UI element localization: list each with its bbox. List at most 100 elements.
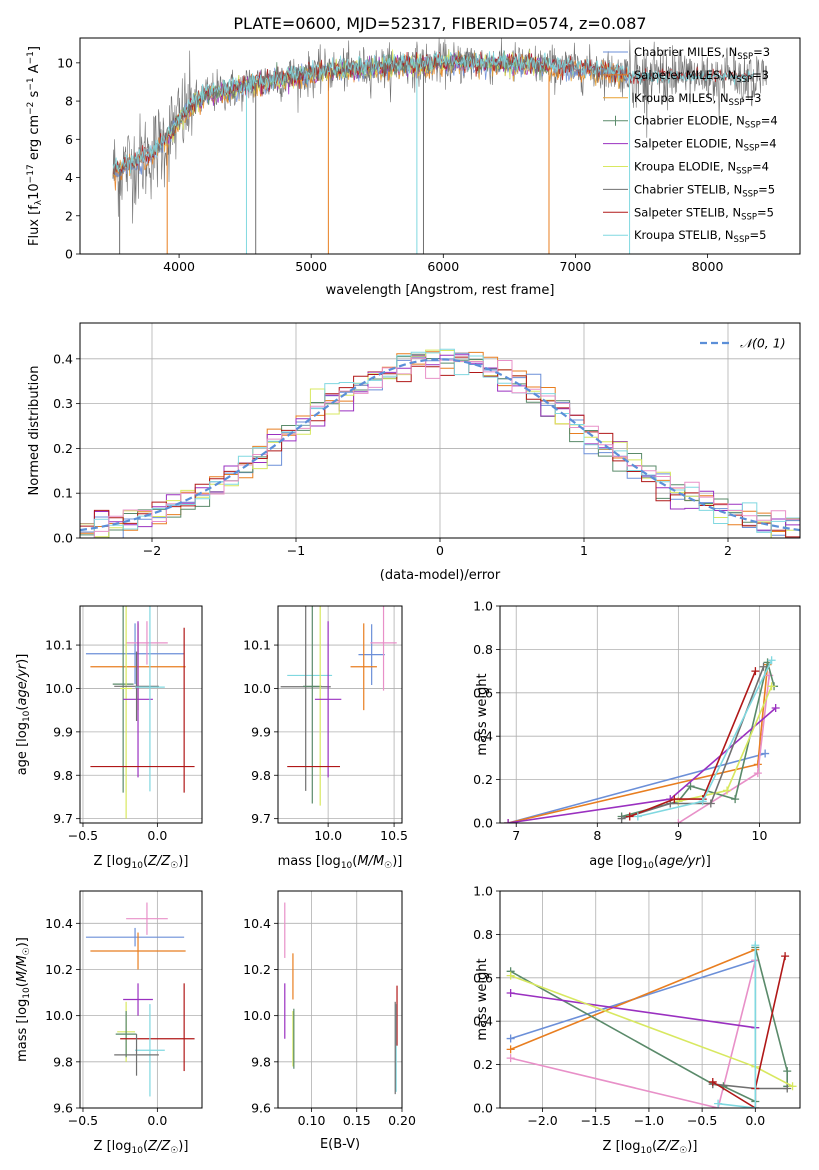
- data-point: [126, 621, 168, 665]
- legend-label-sub: SSP: [741, 212, 757, 222]
- label-part: ☉: [170, 1146, 178, 1156]
- x-tick-label: 7000: [560, 259, 592, 274]
- data-point: [358, 624, 385, 685]
- y-axis-label: mass [log10(M/M☉)]: [15, 937, 32, 1062]
- weight-marker: [506, 988, 515, 997]
- y-tick-label: 0.8: [473, 642, 493, 657]
- legend-label-sub: SSP: [734, 235, 750, 245]
- weight-marker: [625, 812, 634, 821]
- weight-marker: [751, 667, 760, 676]
- data-point: [126, 902, 168, 935]
- y-tick-label: 9.7: [53, 811, 73, 826]
- label-part: Flux [f: [27, 205, 42, 246]
- x-tick-label: 0.0: [147, 1113, 167, 1128]
- label-part: λ: [34, 199, 44, 205]
- y-tick-label: 6: [65, 132, 73, 147]
- y-tick-label: 9.6: [53, 1101, 73, 1116]
- weight-marker: [731, 795, 740, 804]
- weight-marker: [771, 703, 780, 712]
- plot-area-z-age: [85, 606, 195, 819]
- x-tick-label: −1: [287, 543, 305, 558]
- label-part: 10: [131, 861, 143, 871]
- y-tick-label: 9.8: [53, 768, 73, 783]
- normal-curve: [80, 358, 800, 532]
- label-part: age/yr: [659, 854, 702, 869]
- weight-marker: [670, 795, 679, 804]
- legend-label-n: =5: [758, 182, 775, 196]
- y-tick-label: 10.1: [45, 638, 73, 653]
- data-point: [135, 606, 165, 792]
- legend-label-n: =5: [749, 228, 766, 242]
- y-tick-label: 1.0: [473, 599, 493, 614]
- y-tick-label: 9.9: [53, 724, 73, 739]
- weight-marker: [714, 1099, 723, 1108]
- histogram-pink: [80, 357, 800, 538]
- data-point: [85, 927, 185, 947]
- panel-z-weight: −2.0 −1.5 −1.0 −0.5 0.0 0.0 0.2 0.4 0.6 0.8 1.0 Z […: [473, 884, 801, 1156]
- x-tick-label: 7: [512, 828, 520, 843]
- label-part: (: [143, 1139, 148, 1154]
- x-tick-label: 4000: [163, 259, 195, 274]
- label-part: )]: [392, 854, 402, 869]
- y-tick-label: 10.4: [243, 916, 271, 931]
- x-axis-label: mass [log10(M/M☉)]: [278, 854, 403, 871]
- data-point: [112, 606, 134, 793]
- label-part: age/yr: [15, 662, 30, 705]
- data-point: [370, 606, 397, 691]
- y-tick-label: 4: [65, 170, 73, 185]
- weight-line-salpeter-miles: [510, 948, 756, 1051]
- legend-label-base: Kroupa STELIB, N: [634, 228, 734, 242]
- label-part: −1: [26, 51, 36, 64]
- legend-label-n: =5: [757, 205, 774, 219]
- figure-title: PLATE=0600, MJD=52317, FIBERID=0574, z=0…: [233, 14, 646, 33]
- legend-label: Salpeter ELODIE, NSSP=4: [634, 137, 777, 154]
- legend-label-base: Salpeter MILES, N: [634, 68, 736, 82]
- weight-marker: [783, 1084, 792, 1093]
- weight-marker: [706, 799, 715, 808]
- weight-marker: [751, 1104, 760, 1108]
- legend-label-n: =3: [744, 91, 761, 105]
- label-part: −1: [26, 77, 36, 90]
- weight-marker: [723, 786, 732, 795]
- legend-label-sub: SSP: [736, 75, 752, 85]
- model-spectrum-kroupa-stelib: [112, 50, 754, 174]
- label-part: M/M: [357, 854, 384, 869]
- legend-label-base: Kroupa ELODIE, N: [634, 160, 736, 174]
- x-axis-label: Z [log10(Z/Z☉)]: [94, 854, 189, 871]
- data-point: [314, 621, 342, 778]
- legend-label: Chabrier MILES, NSSP=3: [634, 45, 770, 62]
- frame: 7 8 9 10 0.0 0.2 0.4 0.6 0.8 1.0: [473, 599, 801, 843]
- legend-label: Kroupa STELIB, NSSP=5: [634, 228, 766, 245]
- label-part: (: [15, 706, 30, 711]
- y-tick-label: 0.6: [473, 970, 493, 985]
- frame: −0.5 0.0 9.6 9.8 10.0 10.2 10.4: [45, 890, 203, 1128]
- y-tick-label: 0.2: [473, 1057, 493, 1072]
- frame: 10.0 10.5 9.7 9.8 9.9 10.0 10.1: [243, 605, 408, 843]
- label-part: Z/Z: [147, 854, 171, 869]
- data-point: [85, 623, 185, 685]
- weight-marker: [504, 819, 513, 823]
- x-tick-label: 0.15: [343, 1113, 371, 1128]
- label-part: ]: [27, 46, 42, 51]
- label-part: mass [log: [15, 999, 30, 1062]
- y-tick-label: 9.8: [251, 1054, 271, 1069]
- legend-label: Salpeter MILES, NSSP=3: [634, 68, 769, 85]
- axes-frame: [79, 890, 203, 1109]
- plot-area-z-weight: [506, 941, 797, 1108]
- x-tick-label: 8: [593, 828, 601, 843]
- weight-marker: [781, 952, 790, 961]
- y-tick-label: 8: [65, 94, 73, 109]
- plot-area-z-mass: [85, 902, 195, 1097]
- weight-line-salpeter-elodie: [510, 992, 756, 1029]
- legend-label-sub: SSP: [745, 121, 761, 131]
- legend-label-n: =4: [761, 114, 778, 128]
- frame: 4000 5000 6000 7000 8000 0 2 4 6 8 10: [57, 37, 801, 274]
- label-part: Z/Z: [147, 1139, 171, 1154]
- axes-frame: [277, 890, 403, 1109]
- y-tick-label: 9.6: [251, 1101, 271, 1116]
- weight-line-kroupa-stelib: [718, 945, 757, 1108]
- label-part: (: [652, 1139, 657, 1154]
- x-axis-label: E(B-V): [320, 1137, 360, 1152]
- weight-line-salpeter-elodie: [507, 707, 777, 823]
- legend-label-sub: SSP: [736, 167, 752, 177]
